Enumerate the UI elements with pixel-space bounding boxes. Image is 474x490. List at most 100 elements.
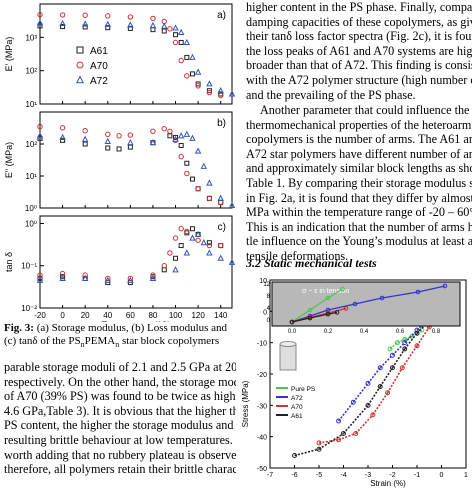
- text-line: This is an indication that the number of…: [246, 219, 472, 234]
- inset-y-tick-label: 0: [267, 318, 271, 324]
- data-point-Pure-PS: [387, 346, 393, 352]
- data-point-A70: [195, 83, 201, 89]
- data-point-A61: [206, 240, 212, 246]
- data-point-A72: [365, 380, 371, 386]
- y-tick-label: 10⁻²: [21, 304, 37, 313]
- data-point-A72: [81, 274, 89, 281]
- y-tick-label: 0: [263, 309, 267, 316]
- inset-data-point: [340, 286, 345, 292]
- data-point-A72: [104, 137, 111, 144]
- data-point-A72: [402, 340, 408, 346]
- text-line: and approximately similar block lengths …: [246, 161, 472, 176]
- text-line: broader than that of A72. This finding i…: [246, 58, 472, 73]
- data-point-A72: [206, 179, 213, 186]
- data-point-A61: [189, 226, 195, 232]
- data-point-A72: [194, 147, 202, 154]
- data-point-A70: [59, 12, 66, 18]
- curve-segment-A61: [367, 386, 381, 406]
- y-tick-label: 10: [259, 278, 267, 285]
- inset-data-point: [325, 295, 331, 301]
- data-point-A72: [177, 28, 185, 35]
- data-point-A61: [60, 137, 66, 143]
- data-point-A70: [127, 132, 134, 138]
- data-point-A72: [59, 19, 66, 27]
- x-tick-label: 0: [60, 311, 65, 320]
- x-tick-label: 100: [169, 311, 183, 320]
- data-point-A70: [116, 133, 122, 139]
- text-line: tle influence on the Young’s modulus at …: [246, 234, 472, 249]
- data-point-A72: [36, 19, 44, 26]
- curve-segment-A61: [318, 432, 344, 450]
- dma-figure: 10¹ 10² 10³ E' (MPa) a) A61 A70 A72 10⁰ 10¹ 10² E" …: [4, 3, 236, 322]
- data-point-A72: [217, 194, 224, 201]
- text-line: tensile deformations.: [246, 248, 349, 263]
- curve-segment-A72: [391, 342, 406, 356]
- data-point-A72: [104, 276, 111, 283]
- legend-label: A61: [291, 413, 303, 420]
- data-point-A70: [370, 412, 376, 418]
- legend-label: A70: [90, 61, 108, 72]
- text-line: of A70 (39% PS) was found to be twice as…: [4, 389, 236, 404]
- curve-segment-A61: [391, 348, 406, 369]
- data-point-A72: [149, 138, 157, 146]
- data-point-A70: [172, 235, 179, 241]
- text-line: respectively. On the other hand, the sto…: [4, 374, 236, 389]
- specimen-cylinder: [279, 343, 297, 371]
- panel-0: 10¹ 10² 10³ E' (MPa) a) A61 A70 A72: [4, 3, 236, 109]
- data-point-A70: [195, 186, 201, 192]
- figure-caption: Fig. 3: (a) Storage modulus, (b) Loss mo…: [4, 322, 228, 350]
- data-point-A72: [127, 21, 134, 28]
- data-point-A61: [37, 23, 43, 29]
- data-point-A61: [390, 365, 395, 371]
- data-point-A61: [414, 330, 420, 336]
- data-point-A61: [365, 402, 371, 408]
- text-line: their tanδ loss factor spectra (Fig. 2c)…: [246, 29, 472, 44]
- panel-label: c): [218, 222, 226, 233]
- data-point-A72: [183, 130, 191, 137]
- inset-curve-segment: [291, 317, 311, 323]
- data-point-A72: [161, 22, 168, 29]
- curve-segment-A61: [379, 367, 394, 387]
- y-tick-label: 10⁰: [25, 204, 37, 213]
- data-point-A61: [82, 141, 88, 147]
- text-line: A72 star polymers have different number …: [246, 146, 472, 161]
- text-line: the loss peaks of A61 and A70 systems ar…: [246, 43, 472, 58]
- data-point-A72: [228, 258, 236, 265]
- data-point-A70: [172, 39, 179, 46]
- left-paragraph: parable storage moduli of 2.1 and 2.5 GP…: [4, 360, 236, 477]
- x-axis-label: Strain (%): [370, 479, 406, 488]
- y-tick-label: 10²: [25, 67, 37, 76]
- data-point-A72: [217, 254, 224, 261]
- data-point-A70: [150, 128, 156, 134]
- data-point-A61: [178, 142, 184, 148]
- y-axis-label: E" (MPa): [4, 142, 14, 178]
- x-tick-label: 80: [148, 311, 157, 320]
- inset-curve-segment: [309, 313, 329, 319]
- data-point-A70: [161, 263, 167, 269]
- data-point-A72: [127, 276, 134, 283]
- data-point-A72: [228, 90, 236, 97]
- data-point-A70: [385, 390, 391, 396]
- data-point-A70: [184, 170, 190, 177]
- data-point-A70: [184, 73, 190, 79]
- data-point-A70: [353, 431, 359, 437]
- data-point-A61: [184, 54, 190, 60]
- inset-x-tick-label: 0.4: [360, 329, 369, 335]
- data-point-A70: [399, 365, 405, 371]
- data-point-A72: [217, 87, 224, 94]
- caption-label: Fig. 3:: [4, 322, 34, 334]
- inset-curve-segment: [417, 285, 446, 293]
- y-axis-label: tan δ: [4, 252, 14, 272]
- data-point-A61: [60, 24, 66, 30]
- data-point-A70: [206, 242, 213, 249]
- text-line: thermomechanical properties of the heter…: [246, 117, 472, 132]
- data-point-A72: [127, 138, 134, 146]
- data-point-A61: [402, 346, 408, 352]
- data-point-A61: [184, 160, 190, 166]
- x-tick-label: -6: [291, 472, 297, 479]
- data-point-A70: [178, 154, 184, 160]
- data-point-A70: [167, 128, 173, 134]
- data-point-A72: [177, 132, 185, 139]
- y-tick-label: 10⁻¹: [21, 262, 37, 271]
- data-point-A72: [228, 201, 236, 208]
